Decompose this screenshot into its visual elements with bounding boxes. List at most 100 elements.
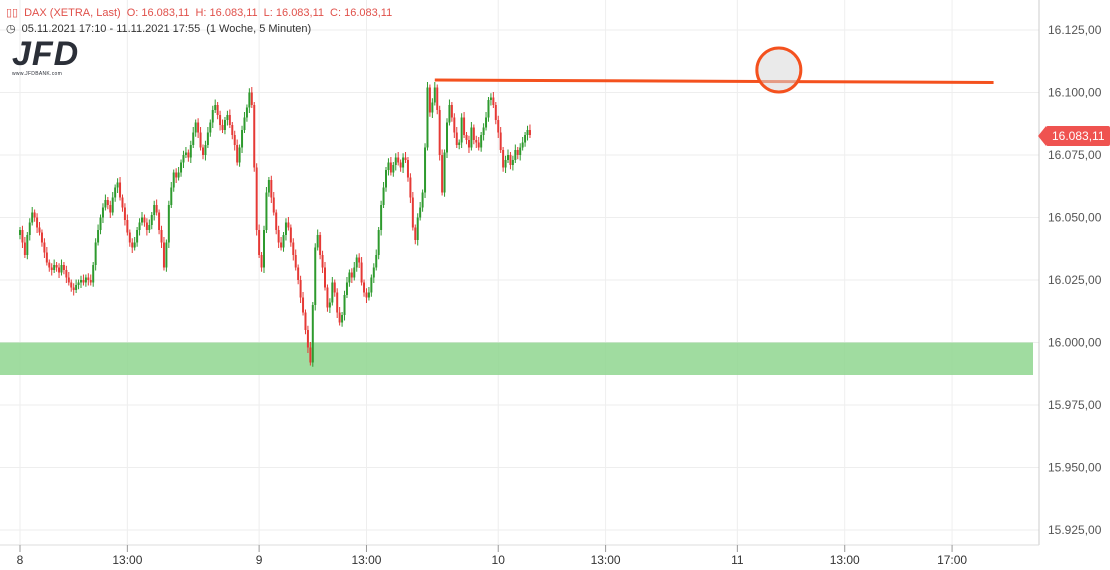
candle [345,277,348,298]
candle [514,144,517,163]
high-value: H: 16.083,11 [195,7,258,19]
candle [101,203,104,223]
candle-body [70,282,73,288]
candle [282,232,285,252]
candle [487,97,490,122]
candle-body [106,200,109,205]
candle-body [292,242,295,255]
candle [441,149,444,196]
candle [363,279,366,297]
candle-body [40,232,43,243]
candle-body [53,265,56,270]
candle [280,237,283,251]
candle-body [50,267,53,270]
candle [311,302,314,367]
candle-body [89,280,92,283]
candle [275,209,278,235]
y-tick-label: 16.000,00 [1048,336,1102,350]
candle-body [443,152,446,193]
candle-body [270,180,273,198]
candle [236,139,239,166]
candle-body [99,217,102,230]
candle-body [31,212,34,223]
candle [94,238,97,271]
candle [294,249,297,271]
candle-body [348,272,351,283]
ohlc-header: ▯▯ DAX (XETRA, Last) O: 16.083,11 H: 16.083… [6,6,398,19]
candle-body [526,130,529,135]
candle-body [441,155,444,193]
candle-body [248,92,251,108]
candle [211,105,214,128]
candle-body [189,145,192,158]
candle [467,135,470,153]
candle [194,119,197,137]
y-tick-label: 16.025,00 [1048,273,1102,287]
candle-body [463,117,466,135]
candle-body [182,155,185,163]
candle [324,262,326,291]
candle [33,209,36,222]
candle [304,309,307,335]
candle-body [487,100,490,118]
candle [284,218,287,241]
candle-body [38,227,41,233]
candle [492,92,495,108]
candle [507,149,509,163]
candle-body [172,172,175,188]
candle [138,218,141,236]
candle-body [216,105,219,115]
candle-body [399,162,402,168]
candle [80,275,82,288]
candle [75,279,78,293]
candle [397,152,400,166]
x-tick-label: 13:00 [112,553,142,567]
y-axis: 16.125,00 16.100,00 16.075,00 16.050,00 16.0… [1048,23,1102,537]
candle-body [436,87,439,110]
candle [114,184,117,202]
candle [53,259,56,273]
candle-body [60,265,63,273]
candle [226,110,229,126]
candle [343,290,346,321]
candle [180,159,183,177]
candle [365,288,368,303]
candles [19,82,531,367]
candle [265,187,268,233]
candle [167,200,170,248]
candle-body [389,162,392,173]
candle [350,268,353,283]
candle [421,189,424,212]
candle [189,140,192,163]
candle-body [184,152,187,155]
candle [321,250,324,273]
candle [399,159,402,172]
candle-body [121,197,124,208]
candle-body [158,212,161,230]
candle [458,139,461,150]
candle [387,158,390,176]
candle [143,214,146,227]
candle-body [19,230,21,235]
candle [199,127,202,151]
candle [36,213,39,233]
candle-icon: ▯▯ [6,7,19,19]
candle-body [94,242,97,265]
candle [299,275,302,303]
candle [392,162,395,177]
candle [328,298,331,313]
candle [62,262,65,275]
candle-body [375,255,378,268]
candle-body [424,147,427,193]
candle-body [467,140,470,148]
candle [502,147,505,172]
candle-body [377,230,380,255]
candle-body [367,292,370,298]
candle [511,155,514,171]
candle [243,112,246,133]
candle-body [409,177,412,198]
candle [26,232,29,260]
candle-body [458,142,461,145]
candle-body [275,212,278,230]
candle [263,225,265,273]
